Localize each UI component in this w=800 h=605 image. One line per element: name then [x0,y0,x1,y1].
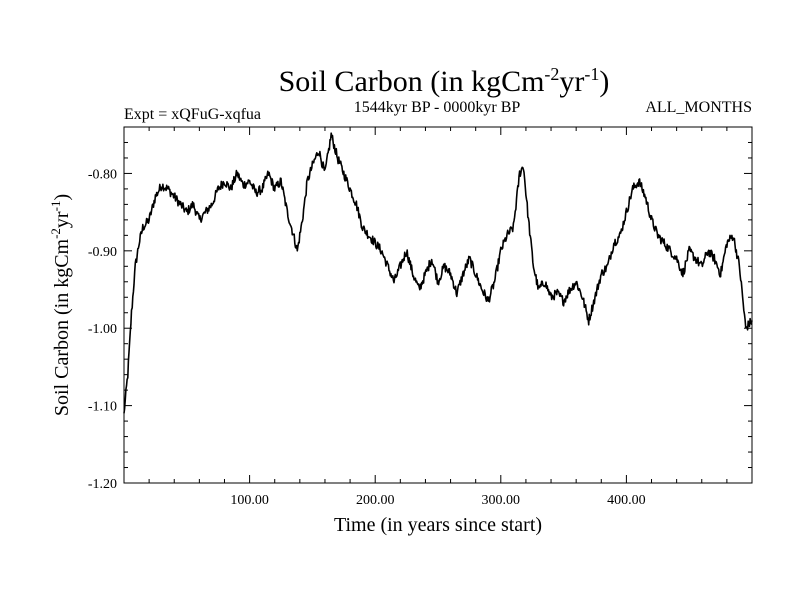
subtitle-time-range: 1544kyr BP - 0000kyr BP [354,99,521,116]
chart-title-end: ) [599,65,609,98]
y-axis-label-sup2: -1 [48,201,63,212]
y-tick-label: -1.10 [88,400,117,415]
x-tick-label: 400.00 [607,493,646,508]
y-axis-label-end: ) [51,194,73,201]
plot-frame [123,126,753,484]
y-axis-label-main: Soil Carbon (in kgCm [51,238,73,416]
x-tick-label: 100.00 [230,493,269,508]
chart-title-sup2: -1 [584,64,599,84]
chart-title-main: Soil Carbon (in kgCm [279,65,545,98]
y-axis-label-mid: yr [51,211,73,228]
y-tick-label: -0.90 [88,245,117,260]
chart-title: Soil Carbon (in kgCm-2yr-1) [279,64,610,98]
y-tick-label: -1.00 [88,322,117,337]
y-tick-label: -0.80 [88,167,117,182]
axis-ticks [124,127,752,484]
axis-tick-labels: 100.00 200.00 300.00 400.00 -1.20 -1.10 -1.00 -… [88,167,646,508]
chart-title-sup1: -2 [544,64,559,84]
y-axis-label: Soil Carbon (in kgCm-2yr-1) [48,194,73,416]
y-axis-label-sup1: -2 [48,228,63,239]
subtitle-months: ALL_MONTHS [645,99,752,116]
x-tick-label: 200.00 [356,493,395,508]
y-tick-label: -1.20 [88,477,117,492]
subtitle-experiment: Expt = xQFuG-xqfua [124,106,261,123]
chart-title-mid: yr [559,65,584,98]
x-axis-label: Time (in years since start) [334,514,542,536]
series-line-soil-carbon [123,132,753,414]
x-tick-label: 300.00 [482,493,521,508]
